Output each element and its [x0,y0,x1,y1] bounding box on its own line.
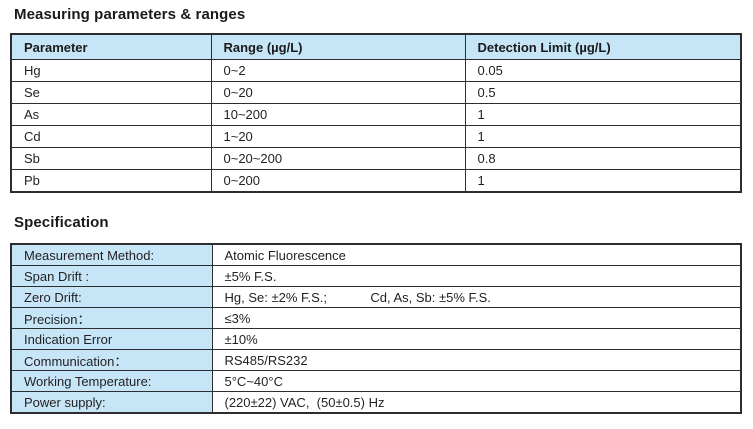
params-cell: 0.5 [464,81,742,104]
table-row: Cd 1~20 1 [10,125,742,148]
spec-label-cell: Power supply: [10,391,213,414]
params-cell: 1 [464,103,742,126]
table-row: Se 0~20 0.5 [10,81,742,104]
table-row: Hg 0~2 0.05 [10,59,742,82]
spec-label-cell: Zero Drift: [10,286,213,308]
params-cell: 0.05 [464,59,742,82]
spec-label-cell: Measurement Method: [10,243,213,266]
params-cell: 10~200 [210,103,466,126]
params-cell: 1~20 [210,125,466,148]
spec-value-cell: RS485/RS232 [211,349,742,371]
table-row: Communication： RS485/RS232 [10,349,742,371]
params-column-header: Detection Limit (µg/L) [464,33,742,60]
params-cell: 1 [464,169,742,193]
params-cell: Cd [10,125,212,148]
spec-value-cell: 5°C~40°C [211,370,742,392]
params-cell: 0~20~200 [210,147,466,170]
spec-label-cell: Precision： [10,307,213,329]
specification-title: Specification [14,214,109,231]
spec-label-cell: Working Temperature: [10,370,213,392]
table-row: Working Temperature: 5°C~40°C [10,370,742,392]
table-row: Zero Drift: Hg, Se: ±2% F.S.; Cd, As, Sb:… [10,286,742,308]
table-row: Precision： ≤3% [10,307,742,329]
params-cell: As [10,103,212,126]
params-cell: Pb [10,169,212,193]
spec-value-cell: (220±22) VAC, (50±0.5) Hz [211,391,742,414]
table-row: Indication Error ±10% [10,328,742,350]
spec-value-cell: ±10% [211,328,742,350]
spec-value-cell: ±5% F.S. [211,265,742,287]
spec-label-cell: Indication Error [10,328,213,350]
params-cell: 1 [464,125,742,148]
spec-label-cell: Span Drift : [10,265,213,287]
params-column-header: Range (µg/L) [210,33,466,60]
specification-table: Measurement Method: Atomic Fluorescence Sp… [10,243,742,414]
table-row: Measurement Method: Atomic Fluorescence [10,243,742,266]
params-cell: 0.8 [464,147,742,170]
params-cell: 0~2 [210,59,466,82]
params-cell: 0~200 [210,169,466,193]
params-cell: Se [10,81,212,104]
table-row: Sb 0~20~200 0.8 [10,147,742,170]
params-cell: Sb [10,147,212,170]
spec-value-cell: Atomic Fluorescence [211,243,742,266]
measuring-parameters-table: Parameter Range (µg/L) Detection Limit (µg… [10,33,742,193]
spec-value-cell: Hg, Se: ±2% F.S.; Cd, As, Sb: ±5% F.S. [211,286,742,308]
params-column-header: Parameter [10,33,212,60]
table-row: Power supply: (220±22) VAC, (50±0.5) Hz [10,391,742,414]
params-header-row: Parameter Range (µg/L) Detection Limit (µg… [10,33,742,60]
params-cell: 0~20 [210,81,466,104]
table-row: Pb 0~200 1 [10,169,742,193]
params-cell: Hg [10,59,212,82]
table-row: As 10~200 1 [10,103,742,126]
measuring-parameters-title: Measuring parameters & ranges [14,6,246,23]
spec-value-cell: ≤3% [211,307,742,329]
table-row: Span Drift : ±5% F.S. [10,265,742,287]
spec-label-cell: Communication： [10,349,213,371]
